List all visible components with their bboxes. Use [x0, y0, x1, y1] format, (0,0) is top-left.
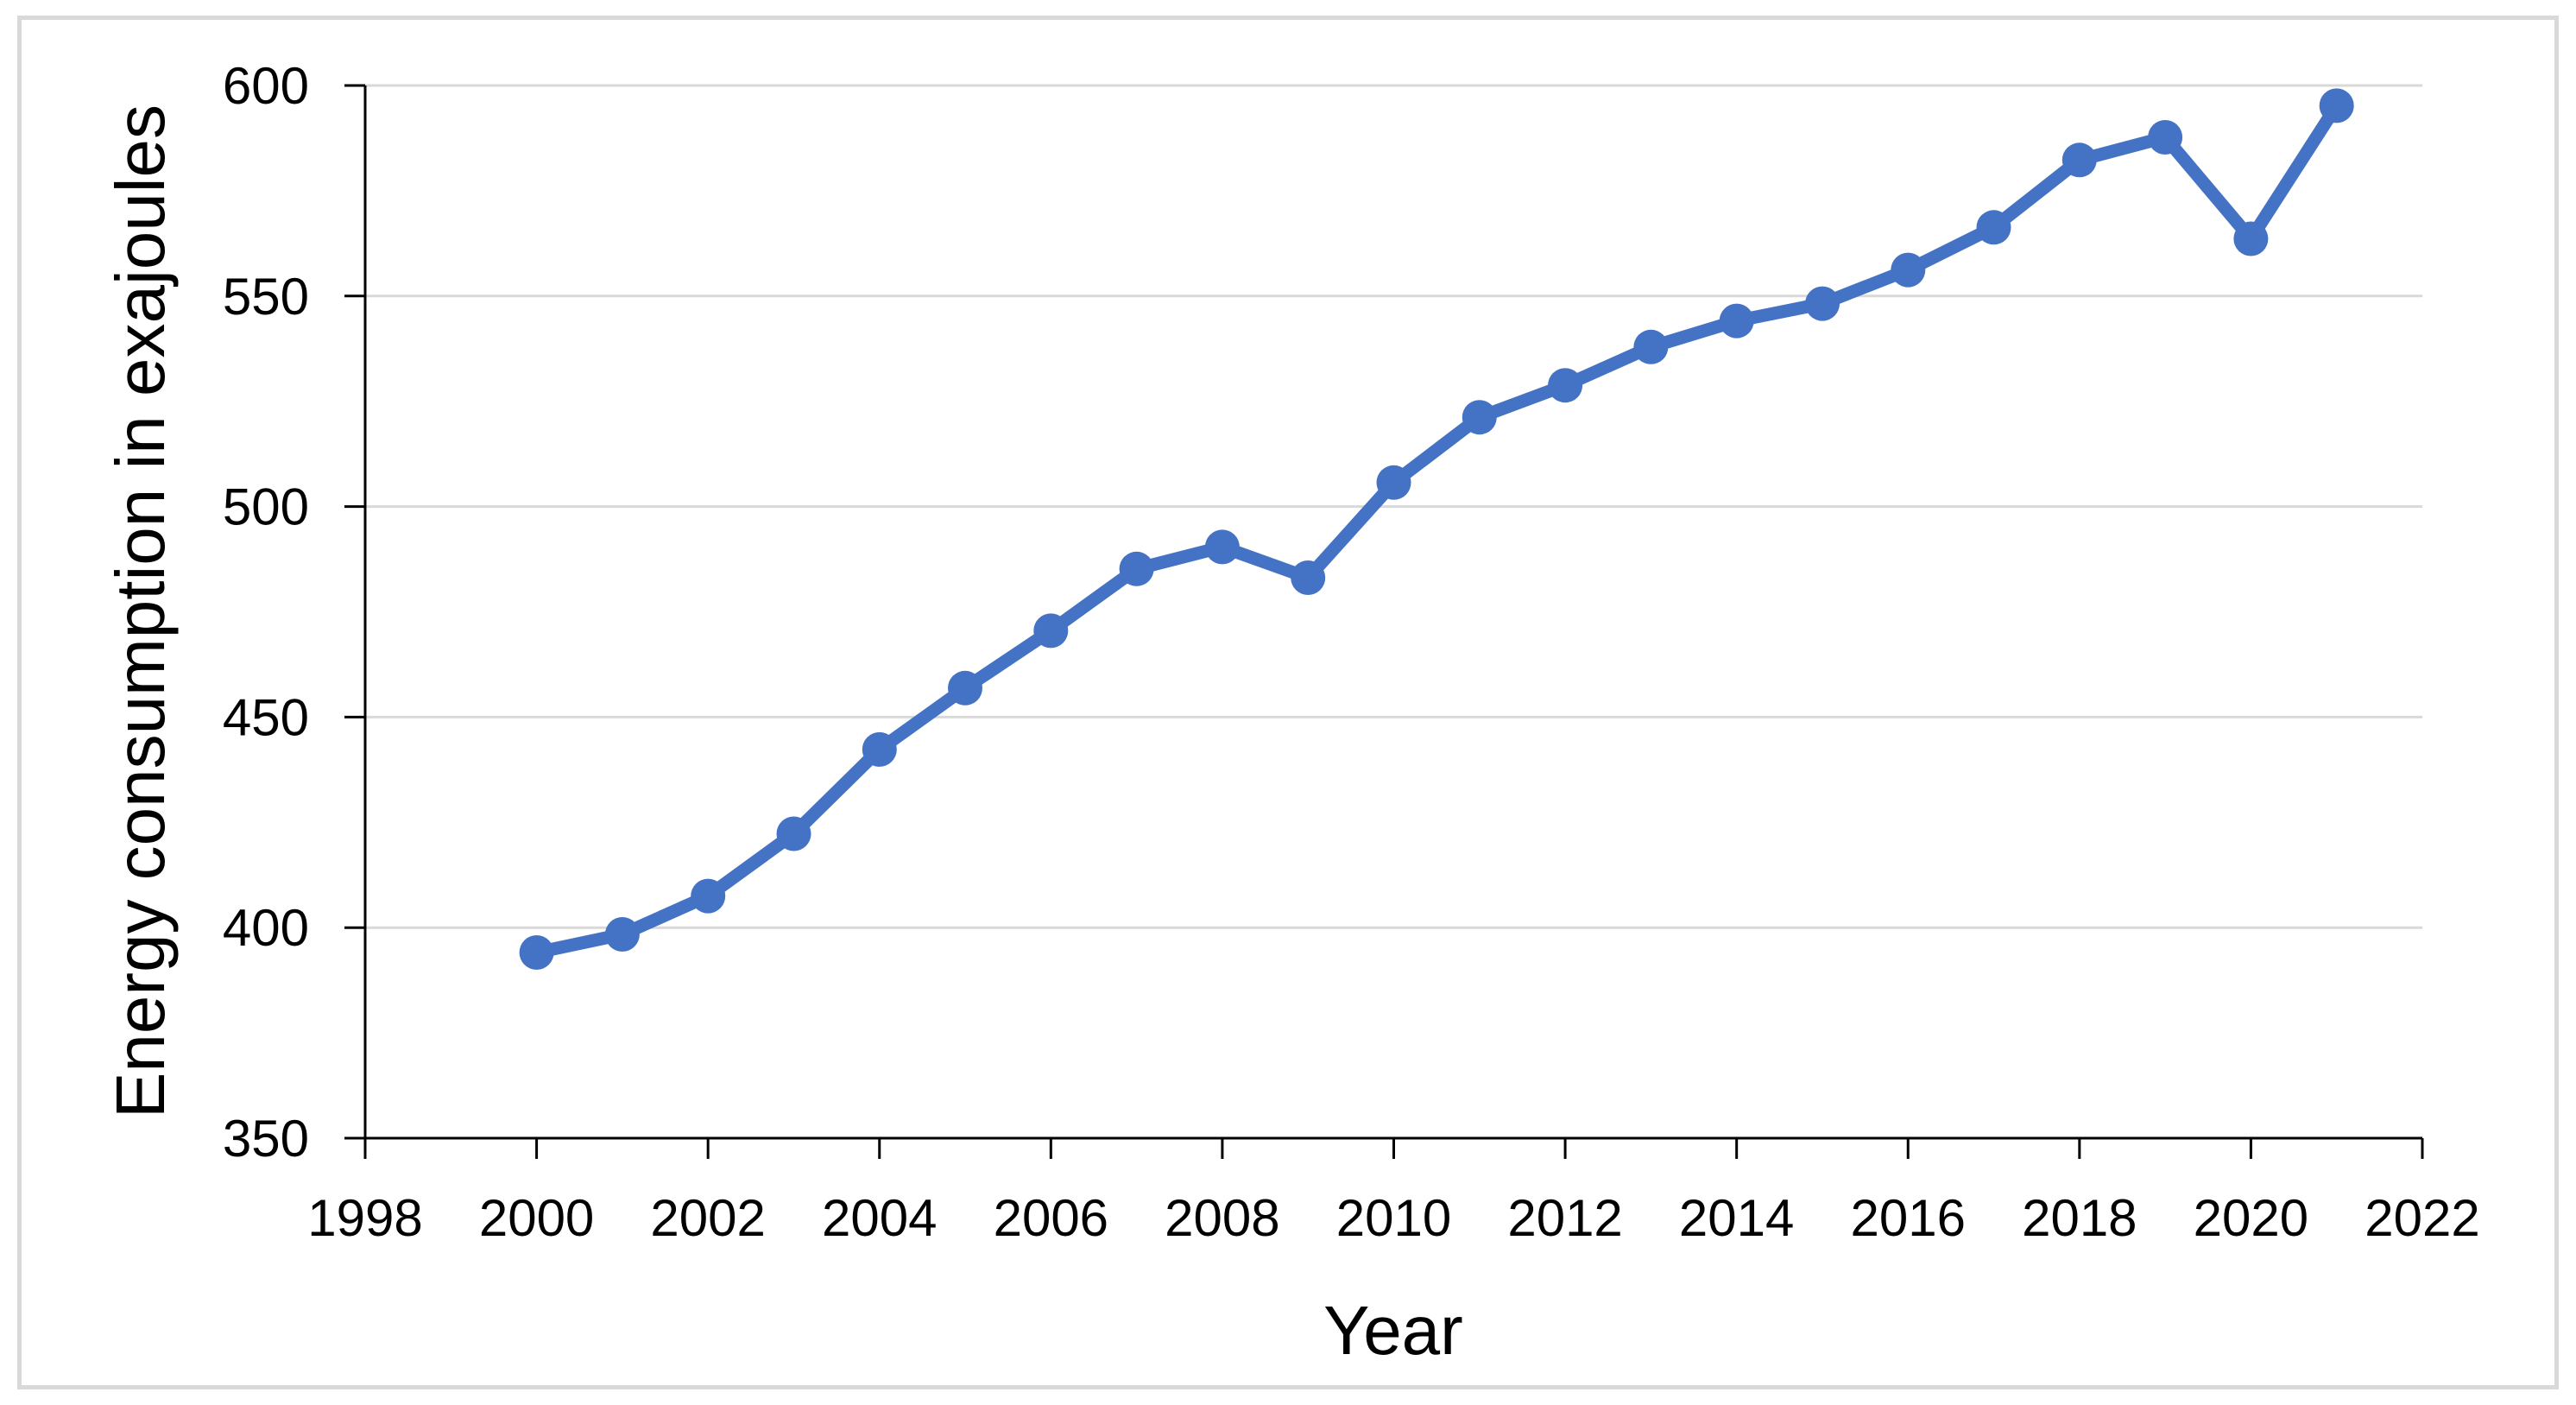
x-tick-label-2000: 2000 [479, 1189, 594, 1247]
x-tick-label-2002: 2002 [650, 1189, 765, 1247]
data-point-2010 [1376, 465, 1411, 500]
data-point-2003 [776, 816, 811, 851]
x-axis-title: Year [1323, 1292, 1463, 1369]
x-tick-label-2010: 2010 [1336, 1189, 1451, 1247]
y-tick-label-600: 600 [223, 57, 309, 115]
data-point-2012 [1548, 368, 1583, 403]
x-tick-label-2020: 2020 [2194, 1189, 2308, 1247]
y-axis-tick-labels: 350 400 450 500 550 600 [223, 57, 309, 1168]
data-point-2007 [1119, 551, 1154, 586]
data-point-2019 [2148, 120, 2183, 155]
y-tick-label-450: 450 [223, 688, 309, 746]
data-point-2001 [604, 917, 640, 952]
y-axis-title: Energy consumption in exajoules [102, 104, 179, 1118]
data-point-2017 [1976, 210, 2011, 245]
data-point-2016 [1891, 252, 1926, 288]
y-tick-label-550: 550 [223, 268, 309, 326]
x-tick-label-2008: 2008 [1165, 1189, 1279, 1247]
y-tick-label-400: 400 [223, 899, 309, 957]
x-tick-label-2004: 2004 [822, 1189, 937, 1247]
data-point-2021 [2319, 88, 2354, 123]
axes [344, 84, 2424, 1159]
x-tick-label-2006: 2006 [994, 1189, 1108, 1247]
x-tick-label-2014: 2014 [1679, 1189, 1794, 1247]
data-point-2002 [691, 878, 726, 914]
data-point-2004 [862, 731, 897, 767]
data-point-2006 [1033, 613, 1069, 649]
data-point-2020 [2233, 221, 2269, 256]
data-point-2015 [1805, 286, 1840, 321]
x-axis-tick-labels: 1998 2000 2002 2004 2006 2008 2010 2012 2014 2016… [307, 1189, 2479, 1247]
series-line [530, 98, 2344, 959]
data-point-2000 [519, 935, 554, 970]
x-tick-label-2022: 2022 [2364, 1189, 2479, 1247]
gridlines [365, 84, 2422, 929]
x-tick-label-2012: 2012 [1507, 1189, 1622, 1247]
data-point-2011 [1462, 400, 1497, 435]
data-series-layer [519, 88, 2354, 970]
data-point-2009 [1291, 560, 1326, 595]
data-point-2008 [1204, 529, 1240, 565]
x-tick-label-2016: 2016 [1851, 1189, 1966, 1247]
data-point-2005 [948, 670, 982, 706]
x-tick-label-2018: 2018 [2022, 1189, 2137, 1247]
x-tick-label-1998: 1998 [307, 1189, 422, 1247]
y-tick-label-500: 500 [223, 478, 309, 536]
data-point-2014 [1719, 303, 1754, 339]
data-point-2018 [2061, 142, 2097, 178]
y-tick-label-350: 350 [223, 1110, 309, 1168]
data-point-2013 [1633, 329, 1669, 364]
